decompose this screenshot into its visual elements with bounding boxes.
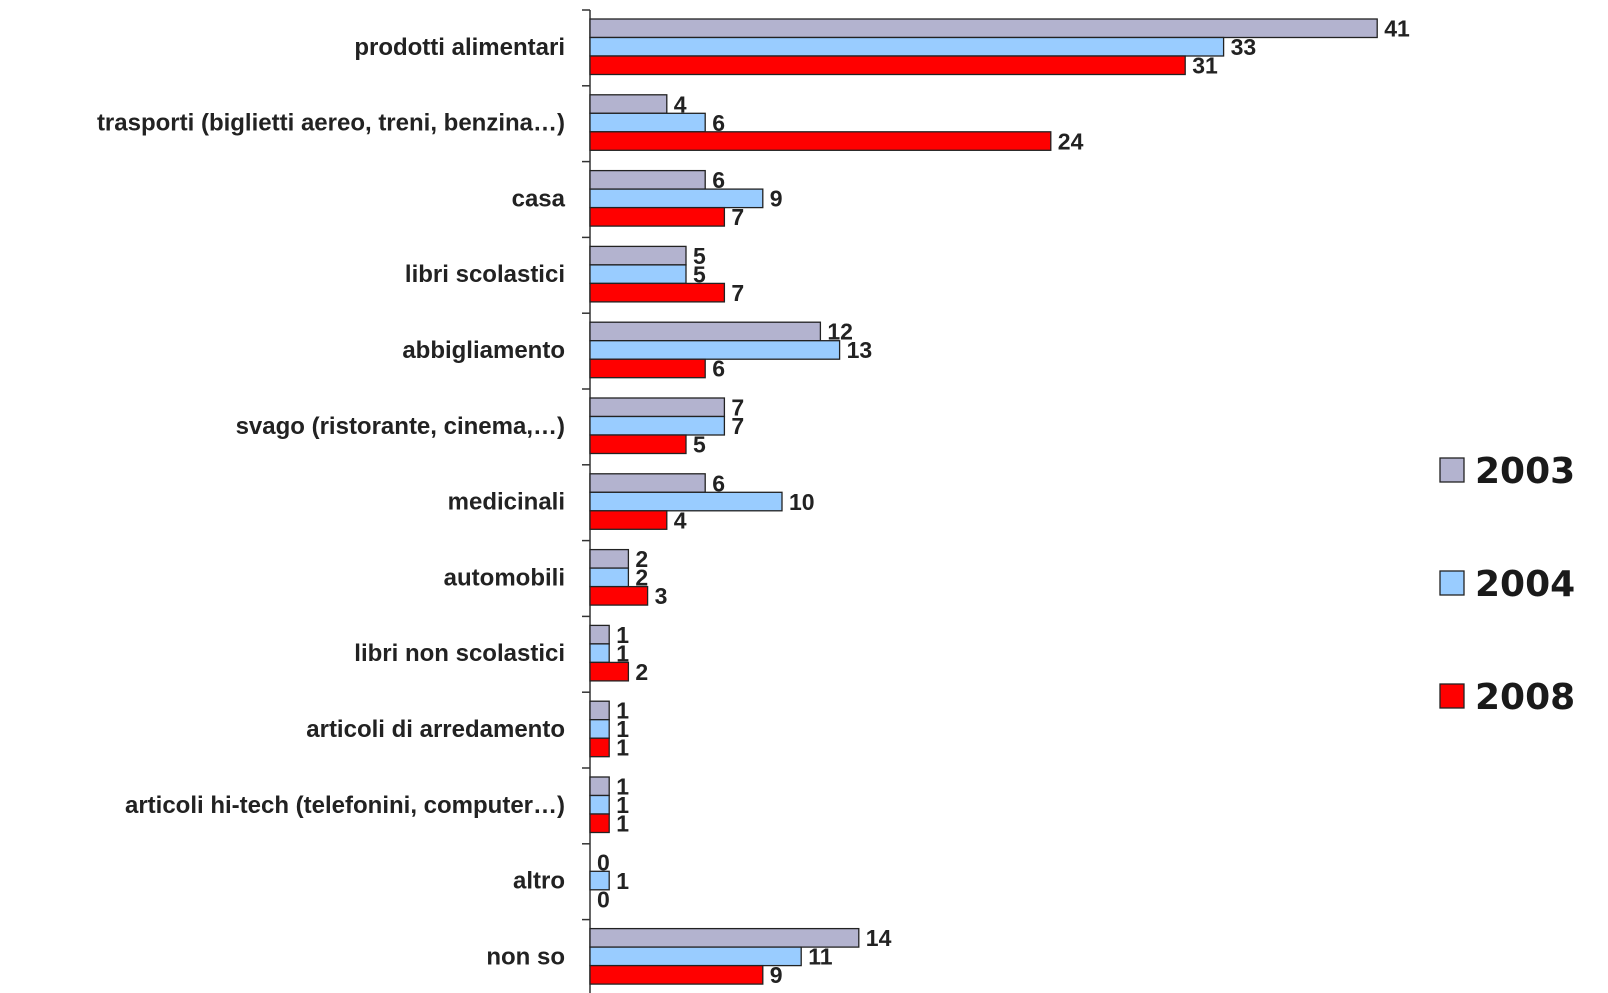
bar-2003 [589,169,706,190]
data-label: 3 [655,583,668,609]
data-label: 0 [597,886,610,912]
bar-2003 [589,548,630,569]
bar-2004 [589,643,610,664]
bar-2008 [589,510,668,530]
bar-2008 [589,131,1052,151]
data-label: 24 [1058,128,1084,154]
bar-2003 [589,94,668,114]
data-label: 1 [616,868,629,894]
data-label: 1 [616,792,629,818]
data-label: 1 [616,811,629,837]
data-label: 41 [1384,16,1410,42]
category-label: prodotti alimentari [354,34,565,61]
bar-2004 [589,719,610,739]
bar-2008 [589,661,630,682]
data-label: 33 [1231,34,1257,60]
category-label: svago (ristorante, cinema,…) [236,413,565,440]
category-label: libri scolastici [405,261,565,288]
data-label: 5 [693,243,706,269]
bar-2003 [589,321,822,342]
bar-2004 [589,36,1225,57]
legend-label: 2003 [1475,451,1575,492]
data-label: 2 [635,565,648,591]
data-label: 9 [770,186,783,212]
data-label: 1 [616,698,629,724]
bar-2008 [589,813,610,834]
bar-2003 [589,624,610,645]
category-label: trasporti (biglietti aereo, treni, benzi… [97,110,565,137]
category-label: altro [513,868,565,895]
data-label: 1 [616,735,629,761]
category-label: articoli hi-tech (telefonini, computer…) [125,792,565,819]
bar-2003 [589,700,610,721]
bar-2004 [589,112,706,133]
data-label: 13 [847,337,873,363]
category-label: articoli di arredamento [306,716,565,743]
data-label: 4 [674,507,687,533]
data-label: 2 [635,546,648,572]
data-label: 7 [731,204,744,230]
bar-2004 [589,870,610,891]
category-label: abbigliamento [402,337,565,364]
bar-2008 [589,585,649,606]
bar-2003 [589,397,726,418]
category-label: casa [512,185,566,212]
legend-swatch-2004 [1439,570,1465,596]
bar-2003 [589,776,610,797]
bar-2003 [589,18,1378,39]
bar-2003 [589,473,706,493]
data-label: 6 [712,167,725,193]
category-label: medicinali [448,489,565,516]
data-label: 6 [712,110,725,136]
legend-swatch-2003 [1439,457,1465,483]
bar-2008 [589,964,764,985]
legend-label: 2004 [1475,564,1575,605]
data-label: 5 [693,261,706,287]
legend-label: 2008 [1475,677,1575,718]
data-label: 14 [866,925,892,951]
category-label: automobili [444,564,565,591]
bar-2004 [589,491,783,512]
data-label: 7 [731,280,744,306]
data-label: 9 [770,962,783,988]
bar-2008 [589,282,726,303]
bar-2003 [589,245,687,266]
data-label: 11 [808,944,833,970]
data-label: 7 [731,413,744,439]
bar-2008 [589,358,706,379]
bar-2008 [589,737,610,758]
data-label: 10 [789,489,815,515]
data-label: 6 [712,470,725,496]
data-label: 1 [616,622,629,648]
data-label: 5 [693,432,706,458]
bar-2008 [589,434,687,455]
category-label: non so [486,943,565,970]
bar-2004 [589,567,630,588]
bar-2008 [589,206,726,227]
data-label: 31 [1192,53,1218,79]
data-label: 1 [616,640,629,666]
category-label: libri non scolastici [354,640,565,667]
legend: 2003 2004 2008 [1439,451,1575,718]
bar-2004 [589,340,841,360]
data-label: 2 [635,659,648,685]
data-label: 7 [731,395,744,421]
data-label: 1 [616,774,629,800]
data-label: 0 [597,849,610,875]
data-label: 1 [616,716,629,742]
bar-2004 [589,794,610,815]
data-label: 4 [674,91,687,117]
bar-2008 [589,55,1186,76]
bar-2004 [589,264,687,285]
data-label: 6 [712,356,725,382]
legend-swatch-2008 [1439,683,1465,709]
